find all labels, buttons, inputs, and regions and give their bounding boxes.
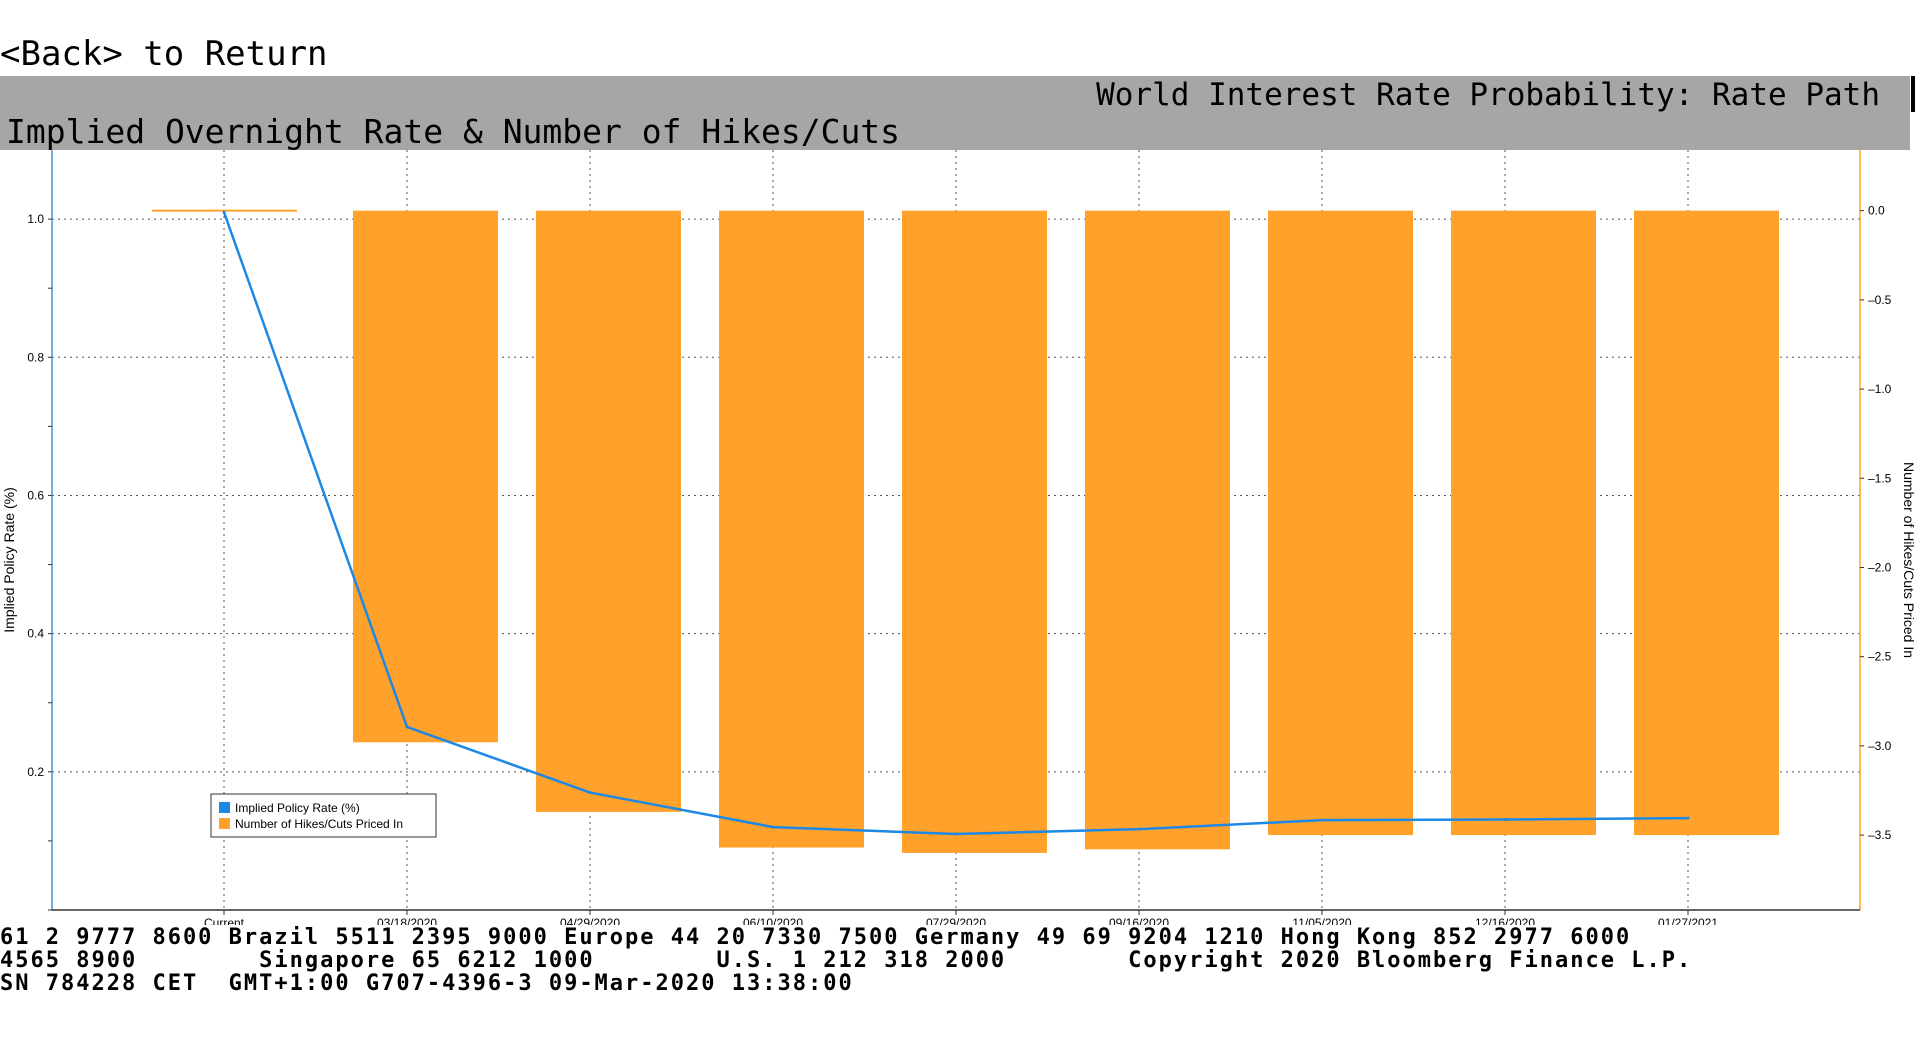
y-axis-right-label: Number of Hikes/Cuts Priced In [1901, 462, 1917, 658]
y-left-tick-label-0: 0.2 [27, 765, 44, 779]
footer-session-line: SN 784228 CET GMT+1:00 G707-4396-3 09-Ma… [0, 972, 854, 996]
x-tick-label-8: 01/27/2021 [1658, 916, 1718, 925]
legend-label-policy-rate: Implied Policy Rate (%) [235, 801, 360, 815]
x-tick-label-5: 09/16/2020 [1109, 916, 1169, 925]
point-policy-rate-0 [222, 210, 226, 214]
y-left-tick-label-2: 0.6 [27, 488, 44, 502]
x-tick-label-4: 07/29/2020 [926, 916, 986, 925]
chart-subtitle: Implied Overnight Rate & Number of Hikes… [6, 112, 901, 151]
point-policy-rate-1 [405, 725, 409, 729]
x-tick-label-7: 12/16/2020 [1475, 916, 1535, 925]
header-edge-divider [1911, 76, 1915, 112]
bar-hikes-cuts-5 [1085, 210, 1230, 850]
y-right-tick-label-5: –2.5 [1868, 650, 1892, 664]
y-right-tick-label-7: –3.5 [1868, 828, 1892, 842]
bar-hikes-cuts-6 [1268, 210, 1413, 836]
x-tick-label-0: Current [204, 916, 245, 925]
chart-axes: 0.2 0.4 0.6 0.8 1.0 0.0 –0.5 –1.0 –1.5 –2.0 –2.5 –3… [27, 150, 1892, 925]
bar-hikes-cuts-7 [1451, 210, 1596, 836]
y-right-tick-label-1: –0.5 [1868, 293, 1892, 307]
point-policy-rate-7 [1503, 817, 1507, 821]
x-tick-label-1: 03/18/2020 [377, 916, 437, 925]
y-right-tick-label-6: –3.0 [1868, 739, 1892, 753]
legend-box [210, 793, 437, 838]
y-left-tick-label-4: 1.0 [27, 212, 44, 226]
legend-label-hikes-cuts: Number of Hikes/Cuts Priced In [235, 817, 403, 831]
y-right-tick-label-4: –2.0 [1868, 560, 1892, 574]
x-tick-label-3: 06/10/2020 [743, 916, 803, 925]
bar-hikes-cuts-1 [353, 210, 498, 743]
y-axis-left-label: Implied Policy Rate (%) [1, 487, 17, 633]
x-tick-label-2: 04/29/2020 [560, 916, 620, 925]
back-to-return-link[interactable]: <Back> to Return [0, 34, 328, 74]
footer-contacts-line: 61 2 9777 8600 Brazil 5511 2395 9000 Eur… [0, 926, 1632, 950]
point-policy-rate-5 [1137, 827, 1141, 831]
legend-swatch-hikes-cuts [219, 818, 230, 829]
hikes-cuts-bars [152, 209, 1779, 853]
footer-copyright-line: 4565 8900 Singapore 65 6212 1000 U.S. 1 … [0, 949, 1693, 973]
point-policy-rate-8 [1686, 816, 1690, 820]
y-right-tick-label-2: –1.0 [1868, 382, 1892, 396]
bar-hikes-cuts-8 [1634, 210, 1779, 836]
y-left-tick-label-1: 0.4 [27, 627, 44, 641]
page-title: World Interest Rate Probability: Rate Pa… [1096, 77, 1880, 113]
policy-rate-line [222, 210, 1690, 836]
y-right-tick-label-3: –1.5 [1868, 471, 1892, 485]
chart-header-bar: World Interest Rate Probability: Rate Pa… [0, 76, 1910, 151]
point-policy-rate-2 [588, 791, 592, 795]
legend-swatch-policy-rate [219, 802, 230, 813]
bar-hikes-cuts-4 [902, 210, 1047, 853]
chart-legend: Implied Policy Rate (%) Number of Hikes/… [210, 793, 437, 838]
bar-hikes-cuts-2 [536, 210, 681, 812]
y-left-tick-label-3: 0.8 [27, 350, 44, 364]
point-policy-rate-4 [954, 832, 958, 836]
bar-hikes-cuts-0 [152, 209, 297, 212]
point-policy-rate-3 [771, 825, 775, 829]
rate-path-chart: 0.2 0.4 0.6 0.8 1.0 0.0 –0.5 –1.0 –1.5 –2.0 –2.5 –3… [1, 150, 1917, 925]
y-right-tick-label-0: 0.0 [1868, 204, 1885, 218]
bar-hikes-cuts-3 [719, 210, 864, 848]
point-policy-rate-6 [1320, 818, 1324, 822]
x-tick-label-6: 11/05/2020 [1292, 916, 1351, 925]
